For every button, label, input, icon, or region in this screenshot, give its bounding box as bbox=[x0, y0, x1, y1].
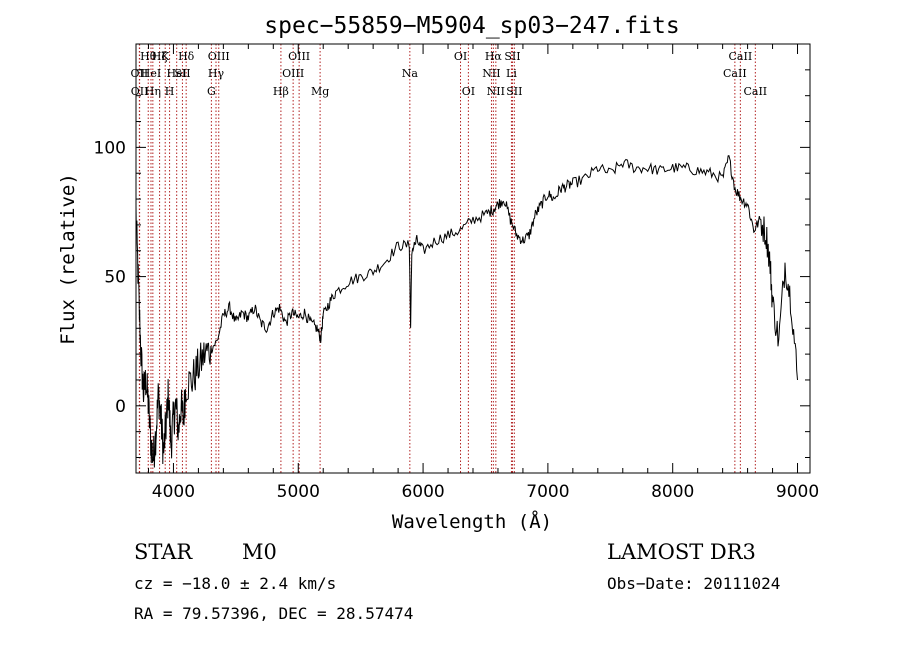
redshift-cz: cz = −18.0 ± 2.4 km/s bbox=[134, 574, 337, 593]
emission-line-label: Na bbox=[402, 67, 419, 80]
y-tick-label: 50 bbox=[104, 268, 126, 288]
emission-line-label: NII bbox=[482, 67, 500, 80]
y-tick-label: 0 bbox=[115, 397, 126, 417]
emission-line-label: HeI bbox=[141, 67, 161, 80]
emission-line-label: Hδ bbox=[178, 50, 195, 63]
observation-date: Obs−Date: 20111024 bbox=[607, 574, 781, 593]
emission-line-labels: OIIOIIHθHeIHηHζKHHeISIIHδGHγOIIIHβOIIIOI… bbox=[131, 50, 768, 98]
emission-line-label: Hη bbox=[145, 85, 161, 98]
emission-line-label: H bbox=[165, 85, 175, 98]
emission-line-label: K bbox=[161, 50, 170, 63]
emission-line-label: Hθ bbox=[140, 50, 157, 63]
object-class: STAR bbox=[134, 540, 193, 564]
emission-line-label: Hβ bbox=[273, 85, 289, 98]
emission-line-label: Hζ bbox=[152, 50, 168, 63]
x-tick-label: 5000 bbox=[277, 482, 320, 502]
emission-line-label: OI bbox=[454, 50, 467, 63]
emission-line-label: OIII bbox=[208, 50, 230, 63]
plot-frame bbox=[135, 43, 811, 474]
spectrum-line bbox=[135, 154, 798, 468]
emission-line-label: SII bbox=[504, 50, 520, 63]
emission-line-label: Li bbox=[506, 67, 517, 80]
emission-line-label: G bbox=[207, 85, 216, 98]
emission-line-label: SII bbox=[174, 67, 190, 80]
emission-line-label: Hγ bbox=[208, 67, 225, 80]
x-tick-label: 7000 bbox=[526, 482, 569, 502]
axis-ticks: 4000 5000 6000 7000 8000 9000 0 50 100 bbox=[94, 44, 819, 502]
object-subclass: M0 bbox=[242, 540, 277, 564]
emission-line-label: Mg bbox=[311, 85, 329, 98]
emission-line-label: OIII bbox=[288, 50, 310, 63]
emission-line-label: Hα bbox=[485, 50, 503, 63]
emission-line-label: OIII bbox=[282, 67, 304, 80]
emission-line-label: NII bbox=[487, 85, 505, 98]
emission-line-label: OII bbox=[131, 85, 149, 98]
ra-dec-coordinates: RA = 79.57396, DEC = 28.57474 bbox=[134, 604, 414, 623]
survey-name: LAMOST DR3 bbox=[607, 540, 756, 564]
y-tick-label: 100 bbox=[94, 138, 126, 158]
x-tick-label: 8000 bbox=[651, 482, 694, 502]
emission-line-label: CaII bbox=[729, 50, 753, 63]
emission-line-label: OII bbox=[131, 67, 149, 80]
y-axis-label: Flux (relative) bbox=[57, 173, 79, 345]
chart-title: spec−55859−M5904_sp03−247.fits bbox=[264, 13, 679, 39]
emission-line-label: SII bbox=[506, 85, 522, 98]
emission-line-label: HeI bbox=[166, 67, 186, 80]
x-tick-label: 4000 bbox=[152, 482, 195, 502]
emission-line-label: OI bbox=[462, 85, 475, 98]
spectrum-series bbox=[135, 154, 798, 468]
x-tick-label: 6000 bbox=[401, 482, 444, 502]
emission-lines bbox=[138, 44, 756, 473]
emission-line-label: CaII bbox=[723, 67, 747, 80]
x-axis-label: Wavelength (Å) bbox=[392, 510, 552, 533]
emission-line-label: CaII bbox=[743, 85, 767, 98]
x-tick-label: 9000 bbox=[776, 482, 819, 502]
